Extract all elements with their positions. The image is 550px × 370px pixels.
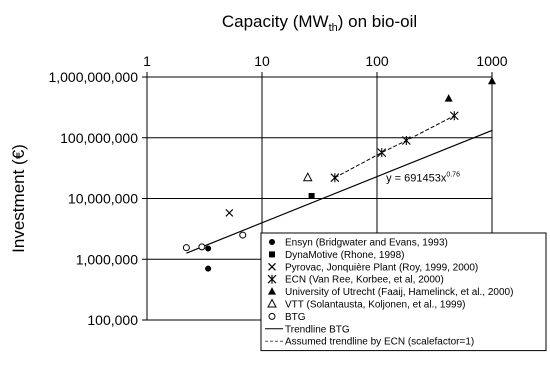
x-tick-label: 1000 [476,53,507,69]
legend-marker [268,312,276,320]
x-axis-title-sub: th [329,22,338,34]
trendline-trendline-btg [186,129,493,254]
y-tick-label: 1,000,000,000 [48,69,138,85]
x-tick-label: 10 [254,53,270,69]
legend-item: University of Utrecht (Faaij, Hamelinck,… [268,287,513,298]
legend-marker [269,251,275,258]
x-tick-label: 1 [143,53,151,69]
legend-marker [269,239,275,245]
trendline-equation-base: y = 691453x [386,173,447,185]
legend-item: BTG [268,312,306,323]
x-axis-title: Capacity (MWth) on bio-oil [222,12,417,34]
x-tick-labels: 1 10 100 1000 [143,53,508,69]
x-axis-title-tail: ) on bio-oil [338,12,417,31]
trendlines [186,115,493,254]
legend-label: VTT (Solantausta, Koljonen, et al., 1999… [285,300,465,311]
y-tick-label: 1,000,000 [76,251,138,267]
legend-marker [267,298,277,308]
point-btg [239,231,247,239]
trendline-assumed-trendline-by-ecn-scalefactor-1 [334,115,455,179]
legend-label: Pyrovac, Jonquière Plant (Roy, 1999, 200… [285,262,478,273]
point-dynamotive-rhone-1998 [308,192,315,199]
legend-marker [268,262,276,271]
legend-item: VTT (Solantausta, Koljonen, et al., 1999… [267,298,465,311]
y-axis-title: Investment (€) [9,144,28,253]
legend-item: ECN (Van Ree, Korbee, et al, 2000) [267,274,444,286]
y-tick-label: 100,000 [87,312,138,328]
point-ecn-van-ree-korbee-et-al [377,148,387,158]
point-university-of-utrecht-fa [488,76,496,85]
legend-marker [268,287,276,295]
point-ecn-van-ree-korbee-et-al [401,136,411,146]
trendline-equation: y = 691453x0.76 [386,172,460,185]
legend-item: Ensyn (Bridgwater and Evans, 1993) [269,238,448,249]
point-btg [182,244,190,252]
y-tick-labels: 100,000 1,000,000 10,000,000 100,000,000 1,0… [48,69,138,328]
legend-box [260,232,547,352]
point-btg [198,243,206,251]
point-ecn-van-ree-korbee-et-al [330,173,340,183]
legend-item: DynaMotive (Rhone, 1998) [269,250,405,261]
legend-label: Ensyn (Bridgwater and Evans, 1993) [285,238,448,249]
y-tick-label: 10,000,000 [68,191,138,207]
legend-label: BTG [285,312,306,323]
data-points [182,76,496,272]
x-tick-label: 100 [365,53,389,69]
legend-label: University of Utrecht (Faaij, Hamelinck,… [285,287,513,298]
legend-label: Trendline BTG [285,324,350,335]
point-ensyn-bridgwater-and-eva [205,245,212,252]
trendline-equation-exponent: 0.76 [446,172,460,179]
point-ensyn-bridgwater-and-eva [205,265,212,272]
x-axis-title-main: Capacity (MW [222,12,329,31]
legend-label: DynaMotive (Rhone, 1998) [285,250,405,261]
point-pyrovac-jonqui-re-plant- [225,208,234,217]
legend: Ensyn (Bridgwater and Evans, 1993)DynaMo… [260,232,547,352]
legend-label: Assumed trendline by ECN (scalefactor=1) [285,337,474,348]
point-ecn-van-ree-korbee-et-al [449,111,459,121]
legend-item: Pyrovac, Jonquière Plant (Roy, 1999, 200… [268,262,478,273]
point-vtt-solantausta-koljonen [302,172,313,182]
legend-item: Assumed trendline by ECN (scalefactor=1) [265,337,474,348]
y-tick-label: 100,000,000 [60,130,138,146]
legend-item: Trendline BTG [265,324,350,335]
legend-label: ECN (Van Ree, Korbee, et al, 2000) [285,275,444,286]
point-university-of-utrecht-fa [444,94,453,102]
legend-marker [267,274,277,284]
